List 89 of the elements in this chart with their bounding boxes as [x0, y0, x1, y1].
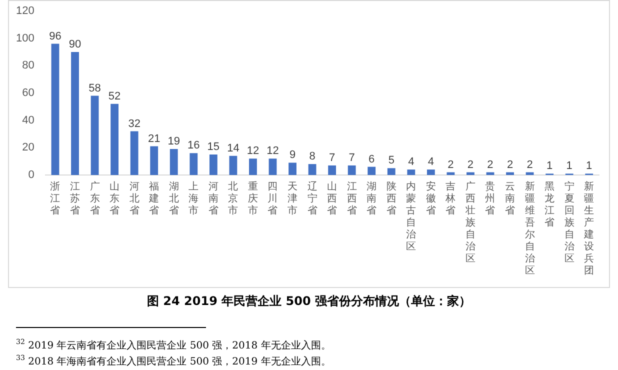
bar [229, 156, 238, 175]
x-tick-label: 天津市 [288, 182, 298, 217]
data-label: 9 [289, 149, 296, 162]
data-label: 8 [309, 150, 316, 163]
x-tick-label: 河北省 [129, 180, 140, 217]
bar [249, 158, 257, 175]
bar [426, 170, 435, 175]
bar [209, 154, 218, 175]
data-label: 52 [108, 90, 121, 102]
x-tick-label: 宁夏回族自治区 [564, 180, 574, 265]
data-label: 16 [188, 140, 200, 152]
bar [150, 146, 158, 175]
data-label: 15 [207, 141, 220, 154]
bar [288, 162, 296, 175]
bar [190, 153, 198, 175]
x-tick-label: 重庆市 [248, 180, 258, 217]
bar [506, 172, 514, 175]
x-tick-label: 内蒙古自治区 [406, 180, 416, 253]
bar [387, 168, 396, 175]
x-tick-label: 浙江省 [50, 180, 60, 217]
text: 图 24 2019 年民营企业 500 强省份分布情况（单位：家） [146, 293, 472, 310]
x-tick-label: 山东省 [110, 180, 120, 217]
data-label: 58 [88, 82, 101, 94]
bar [328, 165, 336, 175]
x-tick-label: 福建省 [148, 180, 160, 217]
data-label: 1 [586, 160, 592, 172]
x-tick-label: 安徽省 [426, 180, 436, 217]
x-tick-label: 河南省 [208, 180, 218, 217]
x-tick-label: 黑龙江省 [544, 182, 555, 229]
x-tick-label: 新疆维吾尔自治区 [524, 180, 535, 277]
bar [407, 170, 416, 175]
data-label: 2 [448, 158, 454, 171]
bar [368, 166, 376, 175]
data-label: 21 [148, 132, 160, 145]
data-label: 12 [246, 145, 260, 158]
x-tick-label: 北京市 [228, 180, 238, 217]
x-tick-label: 吉林省 [444, 180, 456, 217]
x-tick-label: 四川省 [268, 182, 278, 217]
bar [110, 104, 119, 175]
data-label: 2 [487, 158, 494, 171]
x-tick-label: 辽宁省 [307, 180, 318, 217]
x-tick-label: 湖南省 [366, 180, 377, 217]
data-label: 7 [329, 152, 336, 164]
y-tick-label: 80 [22, 60, 34, 72]
data-label: 2 [506, 158, 514, 171]
data-label: 7 [348, 152, 355, 164]
data-label: 5 [388, 154, 394, 167]
data-label: 90 [68, 38, 82, 51]
data-label: 14 [227, 142, 240, 154]
data-label: 96 [49, 30, 62, 42]
x-tick-label: 江西省 [346, 180, 357, 217]
data-label: 4 [428, 156, 434, 168]
data-label: 1 [546, 160, 553, 172]
x-tick-label: 山西省 [327, 180, 338, 217]
x-tick-label: 湖北省 [168, 180, 179, 217]
x-tick-label: 上海市 [188, 180, 199, 217]
data-label: 19 [168, 136, 180, 148]
bar [268, 158, 277, 175]
bar [130, 131, 138, 175]
bar [90, 96, 99, 175]
bar [51, 44, 60, 175]
y-tick-label: 60 [22, 87, 34, 100]
text: $^{32}$ 2019 年云南省有企业入围民营企业 500 强，2018 年无企业入围。 [16, 337, 331, 352]
y-tick-label: 20 [22, 142, 34, 154]
data-label: 6 [368, 153, 375, 166]
x-tick-label: 江苏省 [70, 180, 80, 217]
data-label: 2 [526, 158, 533, 171]
x-tick-label: 广东省 [90, 180, 100, 217]
x-tick-label: 广西壮族自治区 [464, 180, 476, 265]
x-tick-label: 云南省 [505, 182, 516, 217]
bar [170, 149, 178, 175]
bar [71, 52, 79, 175]
x-tick-label: 陕西省 [386, 180, 396, 217]
data-label: 2 [467, 158, 474, 171]
y-tick-label: 120 [16, 5, 34, 18]
data-label: 4 [408, 156, 414, 168]
y-tick-label: 100 [16, 32, 34, 44]
bar [308, 164, 316, 175]
y-tick-label: 0 [28, 169, 34, 182]
data-label: 1 [566, 160, 572, 172]
bar [348, 165, 356, 175]
bar [466, 172, 474, 175]
y-tick-label: 40 [22, 114, 34, 126]
x-tick-label: 贵州省 [485, 180, 496, 217]
data-label: 32 [128, 118, 140, 130]
text: $^{33}$ 2018 年海南省有企业入围民营企业 500 强，2019 年无企业入围。 [16, 353, 331, 369]
bar [446, 172, 455, 175]
data-label: 12 [266, 145, 279, 158]
x-tick-label: 新疆生产建设兵团 [583, 180, 594, 277]
